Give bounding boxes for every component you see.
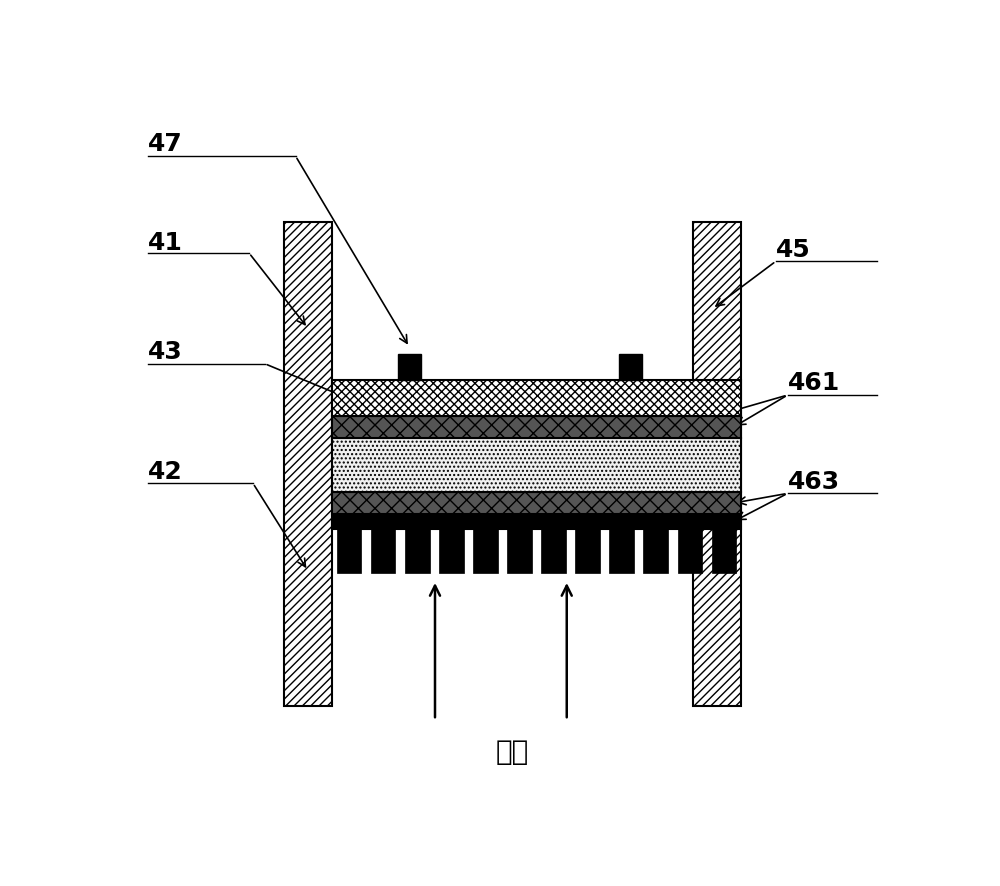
Bar <box>332 439 741 493</box>
Text: 47: 47 <box>148 132 183 156</box>
Bar <box>337 529 361 573</box>
Bar <box>619 354 642 381</box>
Bar <box>678 529 702 573</box>
Text: 43: 43 <box>148 339 183 364</box>
Bar <box>332 381 741 416</box>
Bar <box>507 529 532 573</box>
Bar <box>712 529 736 573</box>
Bar <box>332 416 741 439</box>
Bar <box>332 493 741 515</box>
Text: 463: 463 <box>788 470 840 494</box>
Bar <box>332 515 741 529</box>
Bar <box>643 529 668 573</box>
Bar <box>405 529 430 573</box>
Text: 41: 41 <box>148 230 183 254</box>
Text: 45: 45 <box>776 237 811 261</box>
Text: 进气: 进气 <box>496 737 529 765</box>
Bar <box>473 529 498 573</box>
Bar <box>693 222 741 707</box>
Bar <box>284 222 332 707</box>
Bar <box>575 529 600 573</box>
Text: 42: 42 <box>148 459 183 483</box>
Bar <box>398 354 421 381</box>
Bar <box>541 529 566 573</box>
Bar <box>609 529 634 573</box>
Text: 461: 461 <box>788 370 840 394</box>
Bar <box>439 529 464 573</box>
Bar <box>371 529 395 573</box>
